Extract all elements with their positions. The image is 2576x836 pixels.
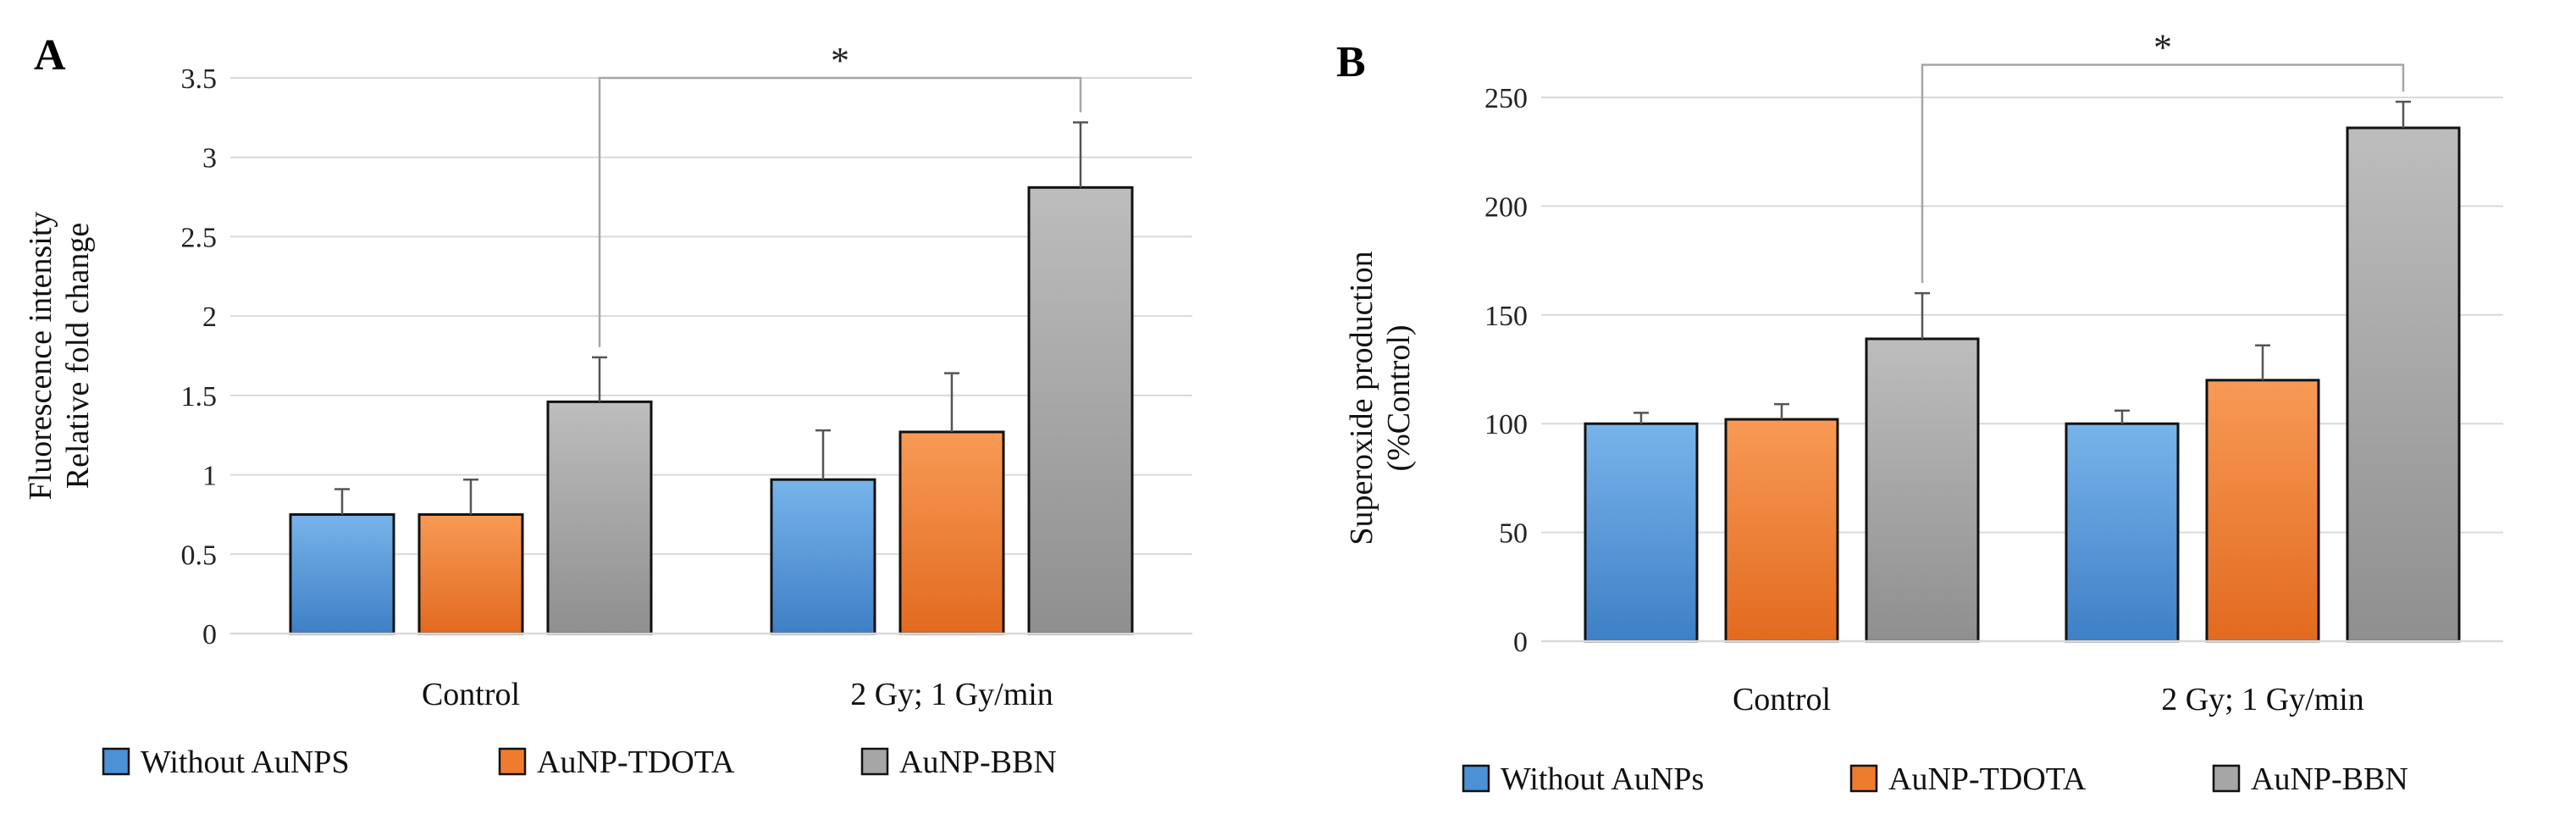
panel-a-y-tick-label: 1.5: [181, 381, 218, 412]
panel-b-category-label: Control: [1733, 682, 1831, 717]
panel-b-bar-2-1: [2065, 422, 2180, 643]
panel-b-bar-2-2: [2205, 379, 2320, 643]
panel-b-legend-swatch: [2212, 764, 2241, 793]
panel-a-panel-letter: A: [34, 31, 66, 80]
panel-a-legend-swatch: [102, 747, 130, 776]
panel-a-bar-1-2: [417, 512, 524, 635]
panel-a-y-axis-title-line: Fluorescence intensity: [23, 212, 58, 501]
panel-a-y-tick-label: 1: [202, 461, 217, 492]
panel-b-y-tick-label: 0: [1513, 627, 1528, 658]
panel-a-y-tick-label: 0: [202, 619, 217, 651]
panel-a-y-tick-label: 3.5: [181, 64, 218, 95]
panel-b-chart: 0 50 100 150 200 250 Control 2 Gy; 1 Gy/min * B Su…: [1336, 26, 2503, 797]
panel-a-legend-label: Without AuNPS: [141, 745, 350, 780]
panel-b-bar-1-2: [1724, 418, 1839, 643]
panel-b-legend-label: Without AuNPs: [1501, 761, 1704, 797]
panel-a-significance-bracket: [598, 76, 1082, 347]
panel-a-legend-label: AuNP-TDOTA: [537, 745, 735, 780]
panel-a-significance-star: *: [831, 40, 849, 81]
panel-a-bar-1-3: [546, 400, 653, 635]
panel-a-legend-swatch: [860, 747, 889, 776]
panel-b-y-tick-label: 50: [1499, 518, 1528, 550]
panel-a-bar-2-2: [898, 430, 1005, 635]
panel-b-y-axis-title-line: Superoxide production: [1344, 251, 1379, 545]
panel-b-legend-swatch: [1462, 764, 1490, 793]
panel-b-y-tick-label: 200: [1484, 191, 1528, 223]
panel-b-significance-star: *: [2153, 26, 2172, 68]
panel-b-bar-1-3: [1865, 337, 1980, 643]
panel-a-y-tick-label: 2.5: [181, 222, 218, 253]
panel-b-y-tick-label: 150: [1484, 301, 1528, 332]
panel-a-category-label: Control: [422, 677, 520, 712]
panel-b-y-tick-label: 100: [1484, 409, 1528, 440]
panel-b-legend-label: AuNP-TDOTA: [1888, 761, 2087, 797]
panel-b-y-tick-label: 250: [1484, 83, 1528, 114]
panel-b-bar-1-1: [1584, 422, 1699, 643]
panel-a-legend-swatch: [498, 747, 527, 776]
panel-a-legend-label: AuNP-BBN: [899, 745, 1057, 780]
panel-a-bar-1-1: [289, 512, 395, 635]
panel-b-y-axis-title-line: (%Control): [1381, 324, 1417, 471]
panel-a-y-axis-title-line: Relative fold change: [60, 223, 96, 489]
panel-a-y-tick-label: 0.5: [181, 540, 218, 571]
panel-b-legend-swatch: [1849, 764, 1878, 793]
panel-b-bar-2-3: [2346, 126, 2461, 643]
panel-b-legend-label: AuNP-BBN: [2251, 761, 2408, 797]
panel-b-y-axis-title: Superoxide production(%Control): [1344, 251, 1417, 545]
panel-a-y-axis-title: Fluorescence intensityRelative fold chan…: [23, 212, 96, 501]
panel-a-y-tick-label: 3: [202, 143, 217, 174]
panel-b-significance-bracket: [1921, 64, 2405, 284]
panel-a-bar-2-3: [1027, 185, 1134, 635]
panel-a-chart: 0 0.5 1 1.5 2 2.5 3 3.5 Control 2 Gy; 1 Gy/min * A F…: [23, 31, 1192, 780]
panel-b-panel-letter: B: [1336, 38, 1366, 86]
panel-a-y-tick-label: 2: [202, 302, 217, 333]
panel-a-bar-2-1: [770, 478, 876, 635]
panel-a-category-label: 2 Gy; 1 Gy/min: [850, 677, 1053, 712]
panel-b-category-label: 2 Gy; 1 Gy/min: [2161, 682, 2364, 717]
